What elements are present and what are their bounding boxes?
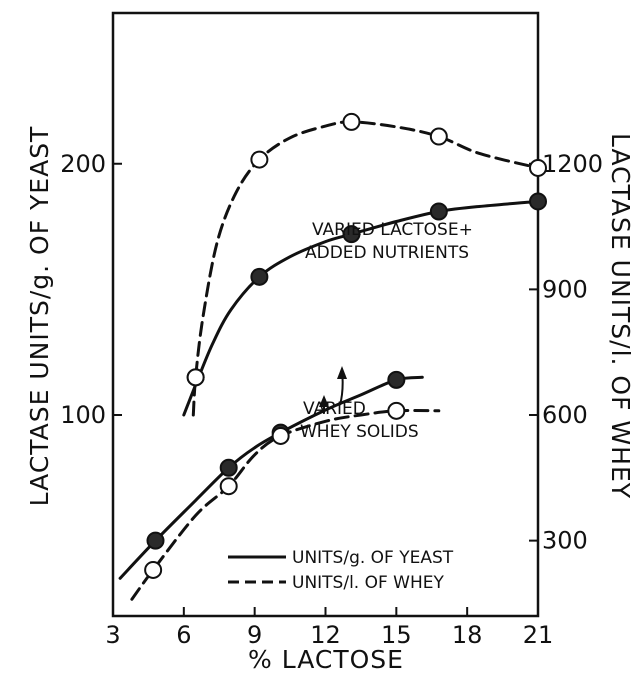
filled-point bbox=[342, 225, 361, 244]
x-tick-label: 9 bbox=[247, 621, 262, 649]
open-point bbox=[342, 112, 361, 131]
y-tick-label-left: 200 bbox=[60, 150, 106, 178]
y-axis-title-right: LACTASE UNITS/l. OF WHEY bbox=[606, 133, 635, 499]
open-point bbox=[250, 150, 269, 169]
y-tick-label-right: 900 bbox=[542, 275, 588, 303]
legend-label-whey: UNITS/l. OF WHEY bbox=[292, 573, 445, 593]
open-point bbox=[144, 560, 163, 579]
x-tick-label: 12 bbox=[310, 621, 341, 649]
open-point bbox=[219, 477, 238, 496]
y-tick-label-left: 100 bbox=[60, 401, 106, 429]
filled-point bbox=[146, 531, 165, 550]
open-point bbox=[429, 127, 448, 146]
data-points bbox=[144, 112, 547, 579]
x-tick-label: 3 bbox=[105, 621, 120, 649]
x-tick-label: 18 bbox=[452, 621, 483, 649]
open-point bbox=[529, 158, 547, 177]
filled-point bbox=[429, 202, 448, 221]
filled-point bbox=[387, 370, 406, 389]
annotation-whey-solids-line2: WHEY SOLIDS bbox=[300, 422, 419, 442]
filled-point bbox=[529, 192, 547, 211]
series-lines bbox=[118, 120, 540, 601]
annotation-added-nutrients-line2: ADDED NUTRIENTS bbox=[305, 243, 469, 263]
plot-frame bbox=[111, 11, 540, 618]
ticks: 3 6 9 12 15 18 21 100 200 300 600 900 1200 bbox=[60, 150, 603, 649]
annotation-arrowhead-yeast bbox=[337, 366, 347, 379]
y-tick-label-right: 600 bbox=[542, 401, 588, 429]
whey-curve-varied-whey-solids bbox=[130, 408, 441, 601]
open-point bbox=[186, 368, 205, 387]
whey-curve-varied-lactose-added-nutrients bbox=[191, 120, 540, 417]
open-point bbox=[271, 426, 290, 445]
annotation-whey-solids-line1: VARIED bbox=[303, 399, 366, 419]
filled-point bbox=[250, 267, 269, 286]
filled-point bbox=[219, 458, 238, 477]
yeast-curve-varied-whey-solids bbox=[118, 375, 424, 580]
annotation-arrowhead-whey bbox=[319, 395, 329, 407]
x-tick-label: 6 bbox=[176, 621, 191, 649]
x-tick-label: 21 bbox=[523, 621, 554, 649]
x-tick-label: 15 bbox=[381, 621, 412, 649]
x-axis-title: % LACTOSE bbox=[248, 645, 404, 674]
y-tick-label-right: 1200 bbox=[542, 150, 603, 178]
y-axis-title-left: LACTASE UNITS/g. OF YEAST bbox=[25, 126, 54, 507]
y-tick-label-right: 300 bbox=[542, 527, 588, 555]
legend: UNITS/g. OF YEAST UNITS/l. OF WHEY bbox=[228, 548, 454, 593]
open-point bbox=[387, 401, 406, 420]
legend-label-yeast: UNITS/g. OF YEAST bbox=[292, 548, 454, 568]
annotation-added-nutrients-line1: VARIED LACTOSE+ bbox=[312, 220, 473, 240]
